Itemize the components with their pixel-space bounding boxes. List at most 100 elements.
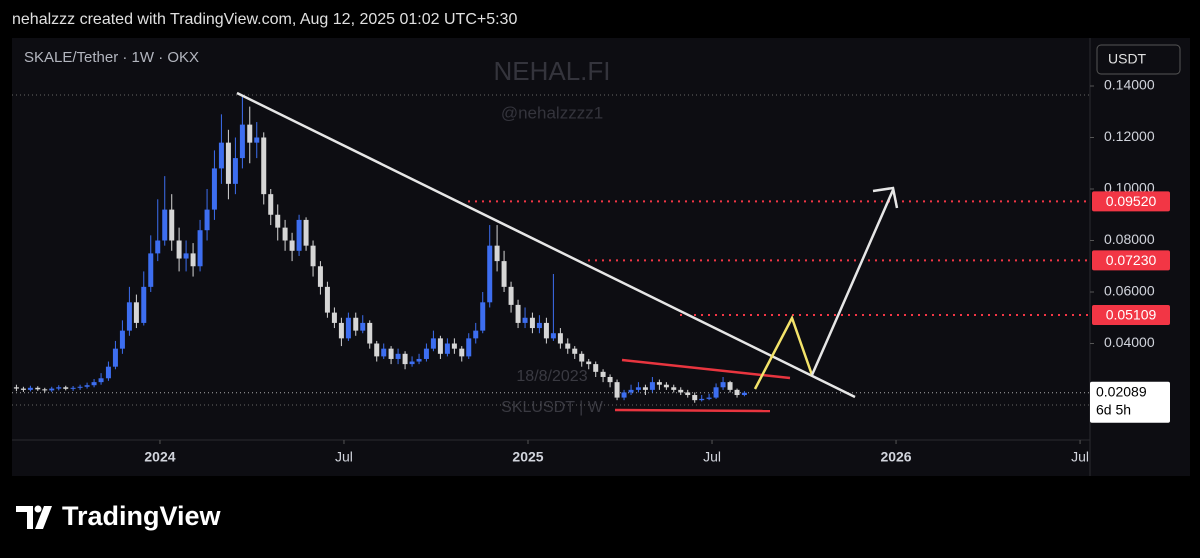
candle-body	[720, 382, 726, 388]
candle-body	[169, 209, 175, 241]
candle-body	[466, 338, 472, 357]
price-level-label: 0.05109	[1106, 307, 1157, 323]
candle-body	[218, 142, 224, 169]
candle-body	[727, 382, 733, 390]
candle-body	[204, 209, 210, 231]
arrow-head	[872, 186, 899, 209]
candle-body	[671, 387, 677, 390]
y-tick-label: 0.04000	[1104, 334, 1155, 350]
x-tick-label: Jul	[335, 449, 353, 465]
candle-body	[13, 387, 19, 389]
last-price-label: 0.02089	[1096, 383, 1147, 399]
candle-body	[20, 388, 26, 390]
candle-body	[49, 388, 55, 391]
candle-body	[289, 240, 295, 251]
candle-body	[345, 317, 351, 339]
candle-body	[141, 286, 147, 323]
candle-body	[331, 312, 337, 323]
candle-body	[133, 302, 139, 323]
x-tick-label: Jul	[1071, 449, 1089, 465]
price-level-badge	[1092, 191, 1170, 212]
candle-body	[494, 245, 500, 262]
brand-name: TradingView	[62, 501, 222, 531]
watermark: NEHAL.FI	[493, 56, 610, 86]
candle-body	[536, 322, 542, 329]
candle-body	[635, 387, 641, 390]
candle-body	[324, 286, 330, 313]
currency-label: USDT	[1108, 51, 1147, 67]
candle-body	[98, 378, 104, 383]
candle-body	[713, 387, 719, 398]
candle-body	[119, 330, 125, 349]
candle-body	[402, 353, 408, 365]
candle-body	[112, 348, 118, 367]
candle-body	[247, 124, 253, 143]
candle-body	[451, 343, 457, 349]
price-level-label: 0.07230	[1106, 252, 1157, 268]
candle-body	[197, 230, 203, 267]
candle-body	[56, 387, 62, 389]
candle-body	[27, 387, 33, 390]
candle-body	[550, 333, 556, 339]
watermark-date: 18/8/2023	[516, 368, 587, 385]
level-lines	[12, 200, 1090, 394]
candle-body	[529, 317, 535, 329]
candle-body	[225, 142, 231, 184]
candle-body	[522, 317, 528, 323]
candle-body	[621, 392, 627, 398]
price-level-badge	[1092, 250, 1170, 271]
candle-body	[282, 227, 288, 241]
x-tick-label: 2025	[512, 449, 543, 465]
candle-body	[176, 240, 182, 259]
projection-arrow	[810, 189, 895, 376]
logo-mark	[35, 506, 52, 529]
chart-panel	[12, 38, 1190, 476]
candle-body	[211, 168, 217, 210]
candle-body	[685, 392, 691, 396]
candle-body	[741, 392, 747, 396]
candle-body	[656, 382, 662, 385]
logo-mark	[16, 506, 33, 529]
bar-countdown: 6d 5h	[1096, 401, 1131, 417]
candle-body	[614, 382, 620, 398]
candle-body	[706, 397, 712, 399]
symbol-title: SKALE/Tether · 1W · OKX	[24, 49, 199, 66]
x-tick-label: 2024	[144, 449, 175, 465]
watermark-symbol: SKLUSDT | W	[501, 399, 604, 416]
candle-body	[430, 338, 436, 349]
watermark: @nehalzzzz1	[501, 103, 603, 122]
candle-body	[692, 395, 698, 401]
candles	[13, 96, 747, 403]
candle-body	[190, 253, 196, 267]
candle-body	[388, 348, 394, 359]
brand-logo	[16, 505, 52, 529]
candle-body	[395, 353, 401, 359]
candle-body	[642, 387, 648, 390]
last-price-badge	[1090, 381, 1170, 423]
candle-body	[374, 343, 380, 357]
candle-body	[183, 253, 189, 259]
support-line	[614, 408, 771, 413]
candle-body	[381, 348, 387, 357]
y-tick-label: 0.14000	[1104, 77, 1155, 93]
candle-body	[353, 317, 359, 331]
candle-body	[515, 304, 521, 323]
candle-body	[444, 343, 450, 354]
candle-body	[70, 387, 76, 389]
candle-body	[84, 385, 90, 387]
candle-body	[239, 124, 245, 159]
price-level-label: 0.09520	[1106, 193, 1157, 209]
y-tick-label: 0.06000	[1104, 283, 1155, 299]
projection-path	[753, 314, 814, 390]
candle-body	[63, 387, 69, 389]
candle-body	[360, 322, 366, 331]
y-tick-label: 0.12000	[1104, 128, 1155, 144]
candle-body	[663, 384, 669, 388]
candle-body	[232, 158, 238, 184]
candle-body	[148, 253, 154, 287]
candle-body	[557, 333, 563, 344]
candle-body	[593, 364, 599, 372]
currency-button[interactable]	[1096, 44, 1181, 75]
